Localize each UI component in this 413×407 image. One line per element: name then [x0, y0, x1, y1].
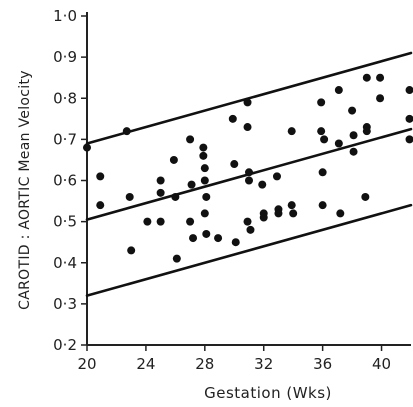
data-point — [186, 135, 195, 144]
data-point — [199, 151, 208, 160]
x-axis-label: Gestation (Wks) — [204, 384, 332, 402]
data-point — [230, 160, 239, 169]
data-point — [334, 139, 343, 148]
data-point — [202, 192, 211, 201]
y-tick-label: 0·2 — [53, 336, 77, 354]
data-point — [349, 147, 358, 156]
data-point — [243, 123, 252, 132]
y-tick-label: 0·5 — [53, 213, 77, 231]
y-tick-label: 1·0 — [53, 7, 77, 25]
data-point — [376, 94, 385, 103]
x-tick-label: 36 — [313, 355, 332, 373]
axes: 0·2 0·3 0·4 0·5 0·6 0·7 0·8 0·9 1·0 20 24 28 32 36 40 — [53, 7, 411, 373]
data-point — [127, 246, 136, 255]
data-point — [405, 86, 413, 95]
data-point — [228, 114, 237, 123]
data-point — [200, 176, 209, 185]
data-point — [274, 209, 283, 218]
data-point — [318, 168, 327, 177]
x-tick-label: 40 — [372, 355, 391, 373]
upper-line — [85, 51, 413, 145]
data-point — [172, 254, 181, 263]
x-tick-label: 24 — [136, 355, 155, 373]
data-point — [169, 155, 178, 164]
data-point — [200, 209, 209, 218]
data-point — [96, 172, 105, 181]
data-point — [189, 234, 198, 243]
data-point — [349, 131, 358, 140]
data-point — [318, 201, 327, 210]
data-point — [348, 106, 357, 115]
data-point — [317, 127, 326, 136]
data-point — [243, 98, 252, 107]
data-point — [259, 213, 268, 222]
y-tick-label: 0·4 — [53, 254, 77, 272]
x-tick-label: 32 — [254, 355, 273, 373]
data-point — [362, 73, 371, 82]
y-tick-label: 0·6 — [53, 172, 77, 190]
data-point — [289, 209, 298, 218]
y-axis-label: CAROTID : AORTIC Mean Velocity — [17, 70, 33, 310]
data-points — [83, 73, 413, 263]
data-point — [334, 86, 343, 95]
x-tick-label: 20 — [77, 355, 96, 373]
data-point — [245, 168, 253, 177]
data-point — [272, 172, 281, 181]
data-point — [231, 238, 240, 247]
data-point — [258, 180, 267, 189]
data-point — [336, 209, 345, 218]
data-point — [171, 192, 180, 201]
data-point — [156, 217, 165, 226]
data-point — [125, 192, 134, 201]
data-point — [122, 127, 131, 136]
data-point — [362, 127, 371, 136]
data-point — [143, 217, 152, 226]
data-point — [405, 114, 413, 123]
y-tick-label: 0·8 — [53, 89, 77, 107]
data-point — [187, 180, 196, 189]
data-point — [96, 201, 105, 210]
data-point — [405, 135, 413, 144]
data-point — [200, 164, 209, 173]
y-tick-label: 0·9 — [53, 48, 77, 66]
y-tick-label: 0·3 — [53, 295, 77, 313]
y-tick-label: 0·7 — [53, 130, 77, 148]
data-point — [376, 73, 385, 82]
data-point — [156, 176, 165, 185]
data-point — [317, 98, 326, 107]
data-point — [156, 188, 165, 197]
data-point — [287, 201, 296, 210]
lower-line — [85, 203, 413, 297]
data-point — [202, 229, 211, 238]
x-tick-label: 28 — [195, 355, 214, 373]
data-point — [245, 176, 253, 185]
data-point — [186, 217, 195, 226]
data-point — [83, 143, 91, 152]
data-point — [320, 135, 329, 144]
data-point — [246, 225, 255, 234]
data-point — [287, 127, 296, 136]
data-point — [214, 234, 223, 243]
data-point — [199, 143, 208, 152]
data-point — [361, 192, 370, 201]
data-point — [243, 217, 252, 226]
